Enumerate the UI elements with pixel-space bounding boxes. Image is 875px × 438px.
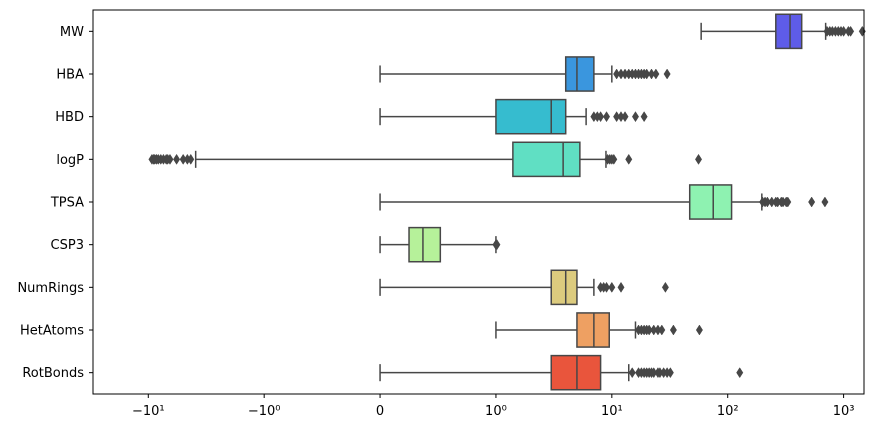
box-group-hba	[379, 56, 671, 92]
outlier-point	[658, 324, 666, 336]
iqr-box	[576, 312, 610, 348]
outlier-point	[187, 153, 195, 165]
box-group-csp3	[379, 226, 501, 263]
x-tick-label: 0	[376, 404, 384, 419]
box-group-hetatoms	[495, 312, 703, 348]
iqr-box	[495, 98, 567, 135]
iqr-box	[408, 226, 442, 263]
outlier-point	[666, 367, 674, 379]
iqr-box	[512, 141, 581, 178]
x-axis: −10¹ −10⁰ 0 10⁰ 10¹ 10² 10³	[132, 394, 855, 419]
y-tick-label: RotBonds	[22, 366, 84, 381]
box-group-rotbonds	[379, 354, 744, 391]
y-tick-label: HBD	[55, 110, 84, 125]
y-tick-label: HBA	[56, 68, 84, 83]
box-group-hbd	[379, 98, 648, 135]
outlier-point	[603, 281, 611, 293]
box-group-logp	[148, 141, 703, 178]
outlier-point	[669, 324, 677, 336]
y-tick-label: TPSA	[50, 196, 84, 211]
box-group-tpsa	[379, 184, 829, 220]
outlier-point	[821, 196, 829, 208]
iqr-box	[775, 13, 803, 50]
outlier-point	[736, 367, 744, 379]
boxes-layer	[148, 13, 866, 391]
y-tick-label: CSP3	[51, 238, 84, 253]
x-tick-label: 10⁰	[485, 404, 507, 419]
y-tick-label: logP	[56, 153, 84, 168]
outlier-point	[621, 111, 629, 123]
outlier-point	[608, 281, 616, 293]
outlier-point	[625, 153, 633, 165]
y-tick-label: MW	[60, 25, 84, 40]
box-group-mw	[700, 13, 866, 50]
outlier-point	[603, 111, 611, 123]
outlier-point	[173, 153, 181, 165]
outlier-point	[695, 153, 703, 165]
outlier-point	[808, 196, 816, 208]
outlier-point	[640, 111, 648, 123]
x-tick-label: 10¹	[601, 404, 623, 419]
x-tick-label: −10⁰	[248, 404, 281, 419]
iqr-box	[550, 354, 602, 391]
outlier-point	[652, 68, 660, 80]
outlier-point	[610, 153, 618, 165]
y-axis: MW HBA HBD logP TPSA CSP3 NumRings HetAtoms RotB…	[17, 25, 93, 381]
outlier-point	[493, 239, 501, 251]
outlier-point	[643, 68, 651, 80]
outlier-point	[645, 324, 653, 336]
outlier-point	[847, 25, 855, 37]
y-tick-label: NumRings	[17, 281, 84, 296]
x-tick-label: 10²	[717, 404, 739, 419]
outlier-point	[784, 196, 792, 208]
outlier-point	[166, 153, 174, 165]
outlier-point	[631, 111, 639, 123]
outlier-point	[663, 68, 671, 80]
outlier-point	[617, 281, 625, 293]
iqr-box	[550, 269, 578, 306]
outlier-point	[695, 324, 703, 336]
outlier-point	[840, 25, 848, 37]
outlier-point	[628, 367, 636, 379]
x-tick-label: −10¹	[132, 404, 165, 419]
y-tick-label: HetAtoms	[20, 324, 84, 339]
iqr-box	[564, 56, 595, 92]
x-tick-label: 10³	[833, 404, 855, 419]
iqr-box	[688, 184, 733, 220]
outlier-point	[858, 25, 866, 37]
outlier-point	[597, 111, 605, 123]
outlier-point	[661, 281, 669, 293]
box-group-numrings	[379, 269, 669, 306]
